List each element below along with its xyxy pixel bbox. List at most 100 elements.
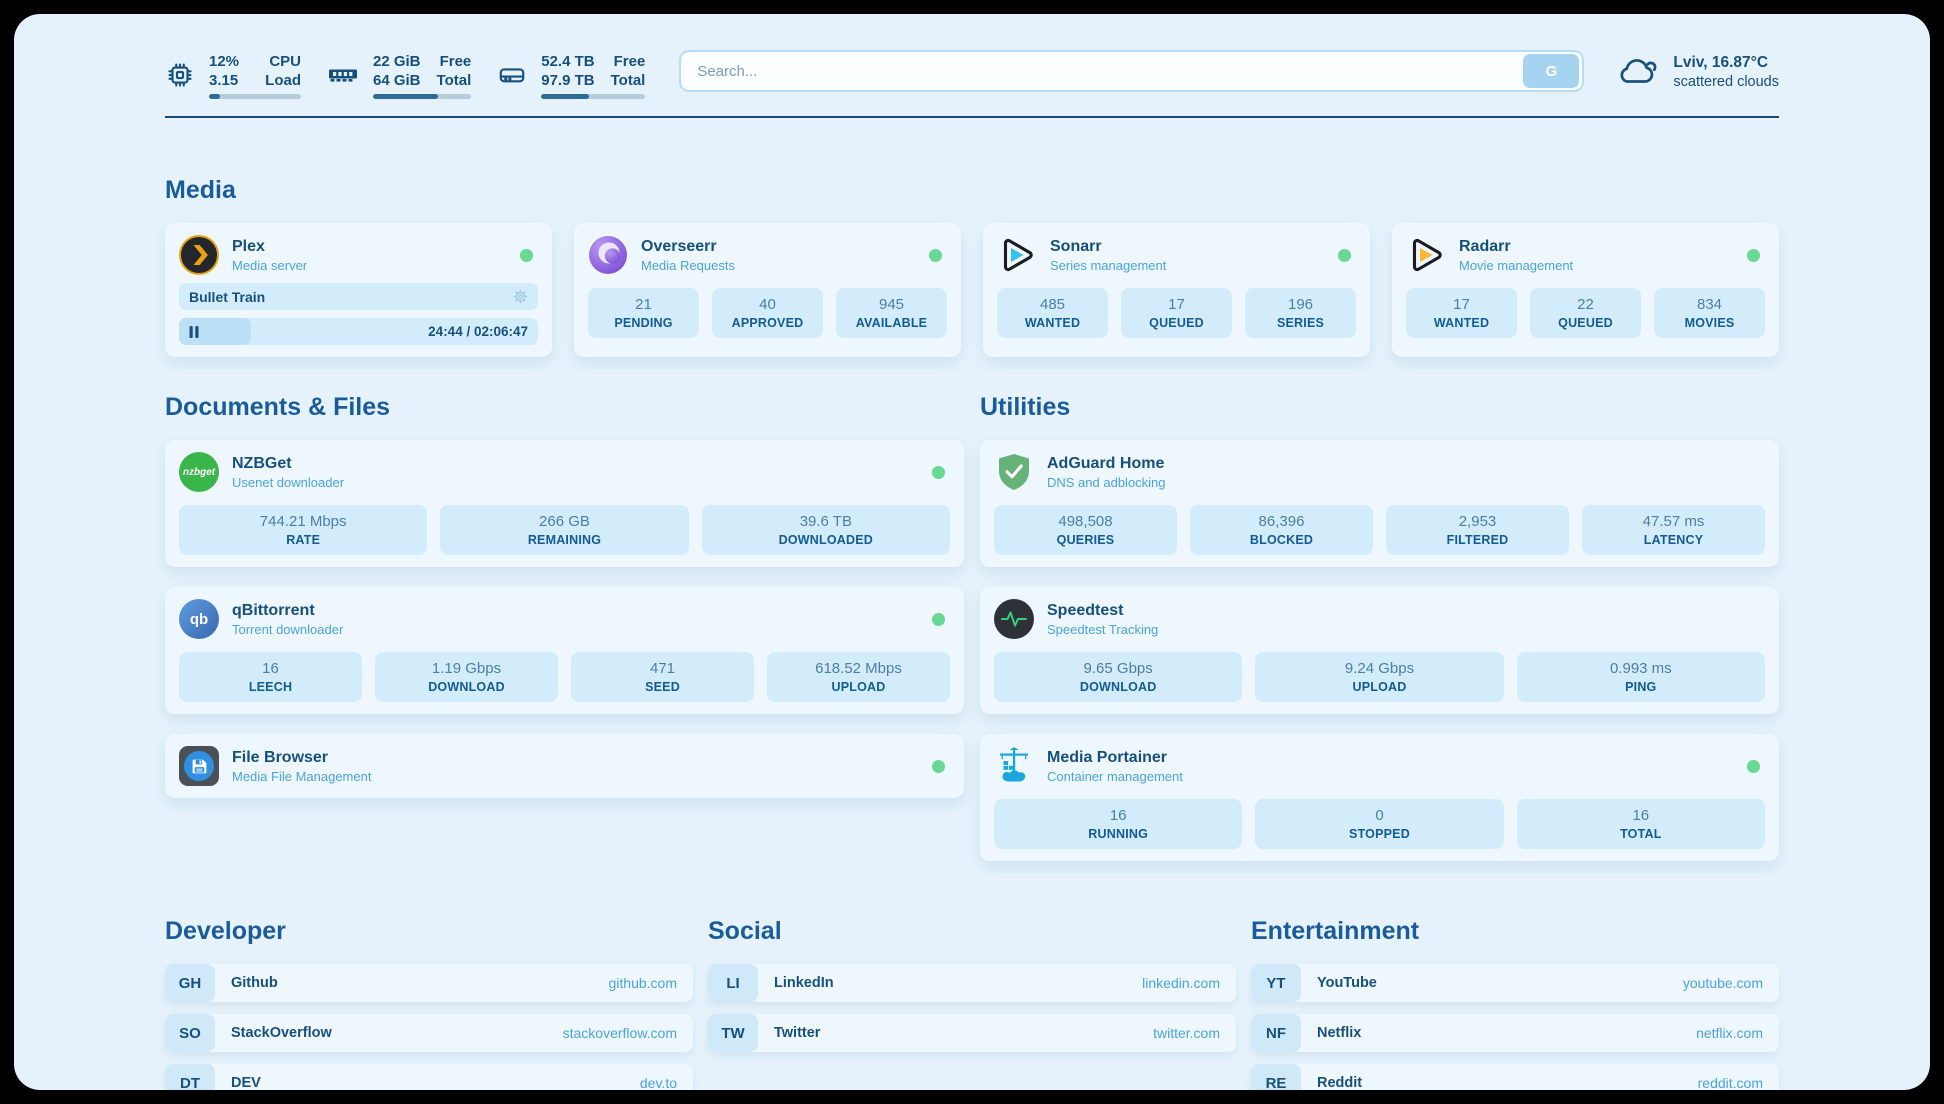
link-row-netflix[interactable]: NF Netflix netflix.com (1251, 1014, 1779, 1052)
link-url: github.com (608, 975, 677, 991)
stat-value: 17 (1168, 296, 1185, 313)
stat-value: 498,508 (1058, 513, 1113, 530)
link-name: StackOverflow (231, 1025, 332, 1041)
app-card-sonarr[interactable]: Sonarr Series management 485 WANTED 17 Q… (983, 223, 1370, 357)
status-dot (520, 248, 533, 262)
stat-value: 0.993 ms (1609, 660, 1672, 677)
app-card-portainer[interactable]: Media Portainer Container management 16 … (980, 734, 1779, 861)
stat-box: 0.993 ms PING (1516, 652, 1765, 702)
stat-value: 0 (1375, 807, 1384, 824)
sonarr-icon (997, 235, 1037, 275)
app-card-overseerr[interactable]: Overseerr Media Requests 21 PENDING 40 A… (574, 223, 961, 357)
link-name: DEV (231, 1075, 261, 1090)
stat-value: 22 (1577, 296, 1594, 313)
stat-box: 945 AVAILABLE (836, 288, 947, 338)
link-name: Github (231, 975, 278, 991)
stat-box: 196 SERIES (1245, 288, 1356, 338)
weather-condition: scattered clouds (1673, 73, 1779, 90)
section-title-media: Media (165, 176, 236, 204)
app-description: Movie management (1459, 257, 1574, 273)
app-name: Radarr (1459, 237, 1511, 255)
stat-box: 39.6 TB DOWNLOADED (701, 505, 950, 555)
stat-box: 471 SEED (571, 652, 754, 702)
link-url: dev.to (639, 1075, 677, 1090)
stat-label: UPLOAD (831, 680, 886, 694)
status-dot (1747, 759, 1760, 773)
cpu-percent: 12% (209, 52, 240, 70)
stat-box: 86,396 BLOCKED (1190, 505, 1373, 555)
filebrowser-icon (179, 746, 219, 786)
top-bar: 12% 3.15 CPU Load (165, 50, 1779, 100)
app-card-plex[interactable]: Plex Media server Bullet Train (165, 223, 552, 357)
stat-value: 21 (635, 296, 652, 313)
app-card-speedtest[interactable]: Speedtest Speedtest Tracking 9.65 Gbps D… (980, 587, 1779, 714)
link-url: reddit.com (1697, 1075, 1763, 1090)
gear-icon[interactable] (513, 289, 528, 304)
status-dot (929, 248, 942, 262)
stat-value: 2,953 (1458, 513, 1497, 530)
documents-section: Documents & Files nzbget NZBGet Usenet d… (165, 393, 964, 861)
stat-value: 1.19 Gbps (431, 660, 502, 677)
app-name: Media Portainer (1047, 748, 1168, 766)
app-card-radarr[interactable]: Radarr Movie management 17 WANTED 22 QUE… (1392, 223, 1779, 357)
search-engine-button[interactable]: G (1523, 54, 1580, 88)
cpu-icon (165, 60, 195, 90)
app-card-nzbget[interactable]: nzbget NZBGet Usenet downloader 744.21 M… (165, 440, 964, 567)
stat-box: 834 MOVIES (1654, 288, 1765, 338)
section-title-documents: Documents & Files (165, 393, 391, 421)
link-name: Reddit (1317, 1075, 1363, 1090)
section-title-developer: Developer (165, 917, 286, 945)
app-description: Speedtest Tracking (1047, 621, 1159, 637)
now-playing-title: Bullet Train (189, 288, 266, 305)
link-row-linkedin[interactable]: LI LinkedIn linkedin.com (708, 964, 1236, 1002)
search-bar: G (679, 50, 1585, 92)
link-row-reddit[interactable]: RE Reddit reddit.com (1251, 1064, 1779, 1090)
stat-value: 47.57 ms (1642, 513, 1705, 530)
disk-total-value: 97.9 TB (541, 71, 595, 89)
stat-value: 471 (649, 660, 676, 677)
disk-free-value: 52.4 TB (541, 52, 595, 70)
stat-value: 16 (262, 660, 279, 677)
cpu-progress-bar (209, 93, 301, 99)
memory-stat-widget: 22 GiB 64 GiB Free Total (327, 52, 472, 99)
app-card-qbittorrent[interactable]: qb qBittorrent Torrent downloader 16 LEE… (165, 587, 964, 714)
app-description: DNS and adblocking (1047, 474, 1166, 490)
status-dot (1747, 248, 1760, 262)
pause-icon[interactable] (189, 325, 199, 338)
stat-box: 266 GB REMAINING (440, 505, 689, 555)
stat-box: 744.21 Mbps RATE (179, 505, 428, 555)
stat-value: 744.21 Mbps (259, 513, 347, 530)
stat-box: 40 APPROVED (712, 288, 823, 338)
stat-label: BLOCKED (1249, 533, 1314, 547)
app-name: Overseerr (641, 237, 717, 255)
stat-value: 16 (1109, 807, 1127, 824)
link-url: stackoverflow.com (562, 1025, 677, 1041)
cpu-label: CPU (269, 52, 301, 70)
search-input[interactable] (681, 62, 1524, 80)
section-title-entertainment: Entertainment (1251, 917, 1420, 945)
link-row-github[interactable]: GH Github github.com (165, 964, 693, 1002)
link-row-dev[interactable]: DT DEV dev.to (165, 1064, 693, 1090)
link-row-youtube[interactable]: YT YouTube youtube.com (1251, 964, 1779, 1002)
link-row-twitter[interactable]: TW Twitter twitter.com (708, 1014, 1236, 1052)
stat-label: APPROVED (731, 316, 804, 330)
app-card-adguard[interactable]: AdGuard Home DNS and adblocking 498,508 … (980, 440, 1779, 567)
stat-label: PING (1625, 680, 1657, 694)
qbittorrent-icon: qb (179, 599, 219, 639)
stat-box: 498,508 QUERIES (994, 505, 1177, 555)
cpu-load-label: Load (265, 71, 301, 89)
stat-label: DOWNLOADED (778, 533, 873, 547)
stat-label: AVAILABLE (855, 316, 928, 330)
link-badge: DT (165, 1064, 215, 1090)
link-row-stackoverflow[interactable]: SO StackOverflow stackoverflow.com (165, 1014, 693, 1052)
link-url: netflix.com (1696, 1025, 1763, 1041)
stat-value: 945 (878, 296, 905, 313)
link-name: YouTube (1317, 975, 1377, 991)
utilities-section: Utilities AdGuard Home (980, 393, 1779, 861)
disk-free-label: Free (613, 52, 646, 70)
app-card-filebrowser[interactable]: File Browser Media File Management (165, 734, 964, 798)
memory-progress-bar (373, 93, 472, 99)
app-name: qBittorrent (232, 601, 315, 619)
disk-stat-widget: 52.4 TB 97.9 TB Free Total (497, 52, 646, 99)
link-badge: YT (1251, 964, 1301, 1002)
